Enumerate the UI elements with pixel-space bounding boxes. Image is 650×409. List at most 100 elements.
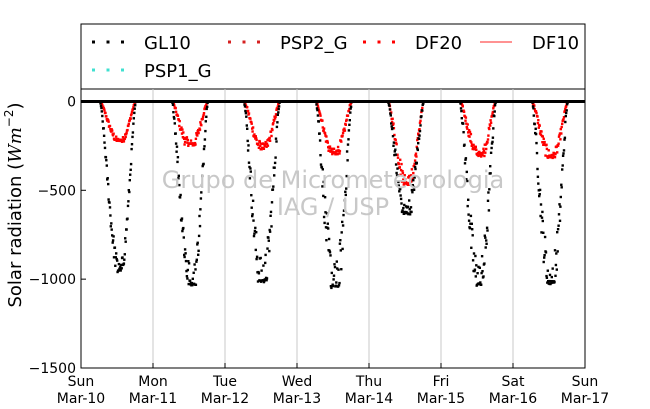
df20-point-5-76 — [489, 124, 492, 127]
y-axis-ticks: 0 −500 −1000 −1500 — [29, 94, 86, 377]
df20-point-5-45 — [475, 148, 478, 151]
df20-point-0-38 — [111, 134, 115, 137]
gl10-point-6-40 — [544, 251, 548, 254]
gl10-point-1-64 — [195, 258, 198, 261]
gl10-point-2-81 — [275, 140, 278, 143]
gl10-point-4-39 — [400, 202, 403, 205]
df20-point-3-15 — [317, 108, 320, 111]
df20-point-5-44 — [474, 145, 477, 148]
gl10-point-0-27 — [107, 182, 110, 186]
gl10-point-5-34 — [470, 246, 473, 249]
df20-point-1-24 — [177, 118, 180, 122]
df20-point-5-27 — [467, 131, 470, 134]
gl10-point-0-23 — [105, 159, 108, 162]
x-tick-day-6: Sat — [502, 374, 525, 390]
gl10-point-4-45 — [403, 203, 406, 207]
gl10-point-3-80 — [346, 143, 350, 146]
gl10-point-4-31 — [396, 174, 400, 177]
gl10-point-1-43 — [186, 277, 189, 280]
gl10-point-3-64 — [339, 249, 342, 252]
df20-point-3-58 — [336, 145, 340, 149]
df20-point-3-80 — [346, 114, 350, 117]
df20-point-0-80 — [130, 110, 134, 114]
df20-point-5-83 — [492, 107, 495, 110]
df20-point-2-32 — [253, 133, 256, 136]
gl10-point-0-44 — [114, 256, 117, 259]
gl10-point-3-32 — [325, 239, 328, 242]
gl10-point-2-41 — [257, 270, 260, 274]
gl10-point-4-75 — [416, 148, 419, 152]
df20-point-0-44 — [114, 138, 117, 141]
df20-point-6-69 — [557, 135, 561, 138]
gl10-point-0-81 — [131, 135, 134, 139]
df20-point-6-73 — [559, 127, 562, 131]
x-tick-day-2: Tue — [212, 374, 237, 390]
gl10-point-2-31 — [252, 234, 256, 238]
df20-point-1-17 — [174, 107, 177, 110]
gl10-point-4-37 — [399, 194, 402, 197]
gl10-point-3-36 — [327, 227, 330, 230]
gl10-point-3-17 — [318, 132, 321, 135]
gl10-point-3-84 — [348, 119, 351, 122]
df20-point-2-69 — [269, 130, 273, 133]
gl10-point-1-68 — [197, 249, 200, 252]
gl10-point-0-39 — [112, 235, 115, 238]
df20-point-5-82 — [491, 110, 495, 114]
gl10-point-2-77 — [273, 166, 276, 169]
gl10-point-4-66 — [412, 185, 415, 189]
df20-point-2-64 — [267, 139, 270, 142]
legend-swatch-gl10-2 — [121, 40, 124, 44]
df20-point-1-36 — [183, 137, 186, 140]
gl10-point-0-68 — [125, 228, 128, 231]
legend-item-gl10: GL10 — [92, 33, 191, 54]
gl10-point-1-77 — [201, 164, 204, 168]
df20-point-5-38 — [471, 146, 475, 150]
df20-point-4-49 — [404, 181, 408, 184]
gl10-point-0-30 — [108, 201, 111, 204]
x-tick-day-5: Fri — [433, 374, 450, 390]
df20-point-2-59 — [265, 145, 268, 148]
df20-point-4-22 — [392, 127, 396, 130]
df20-point-4-56 — [408, 174, 411, 178]
gl10-point-3-79 — [346, 159, 349, 162]
gl10-point-0-87 — [134, 104, 137, 107]
df20-point-2-53 — [262, 147, 266, 150]
df20-point-4-73 — [415, 145, 418, 149]
df20-point-6-79 — [562, 118, 565, 121]
gl10-point-4-23 — [393, 153, 396, 157]
df20-point-6-15 — [533, 107, 536, 111]
df20-point-2-37 — [255, 138, 258, 142]
df20-point-3-45 — [331, 152, 334, 156]
df20-point-3-44 — [330, 148, 333, 151]
gl10-point-5-86 — [493, 110, 496, 113]
df20-point-3-23 — [321, 119, 324, 122]
df20-point-2-29 — [251, 126, 255, 129]
df20-point-5-34 — [470, 141, 473, 144]
gl10-point-0-83 — [132, 122, 135, 125]
gl10-point-6-59 — [553, 281, 556, 284]
df20-point-4-39 — [400, 162, 403, 166]
gl10-point-4-41 — [401, 209, 404, 212]
df20-point-3-37 — [327, 149, 330, 152]
df20-point-4-81 — [419, 119, 422, 122]
gl10-point-0-26 — [106, 177, 109, 180]
df20-point-5-55 — [479, 152, 482, 155]
gl10-point-4-65 — [412, 179, 415, 182]
gl10-point-5-10 — [459, 102, 462, 105]
gl10-point-6-87 — [566, 103, 569, 106]
gl10-point-0-48 — [116, 270, 119, 274]
gl10-point-2-40 — [256, 280, 260, 283]
gl10-point-6-18 — [534, 132, 538, 136]
df20-point-3-32 — [325, 135, 328, 138]
gl10-point-1-63 — [195, 260, 198, 263]
gl10-point-4-87 — [422, 102, 425, 105]
gl10-point-5-42 — [473, 268, 477, 271]
gl10-point-3-53 — [334, 284, 338, 287]
df20-point-6-68 — [557, 142, 560, 145]
df20-point-2-84 — [276, 105, 279, 108]
gl10-point-0-20 — [103, 146, 107, 150]
gl10-point-1-22 — [176, 156, 180, 159]
gl10-point-1-85 — [205, 115, 208, 118]
legend-item-df10: DF10 — [480, 33, 579, 54]
gl10-point-1-37 — [183, 255, 186, 259]
